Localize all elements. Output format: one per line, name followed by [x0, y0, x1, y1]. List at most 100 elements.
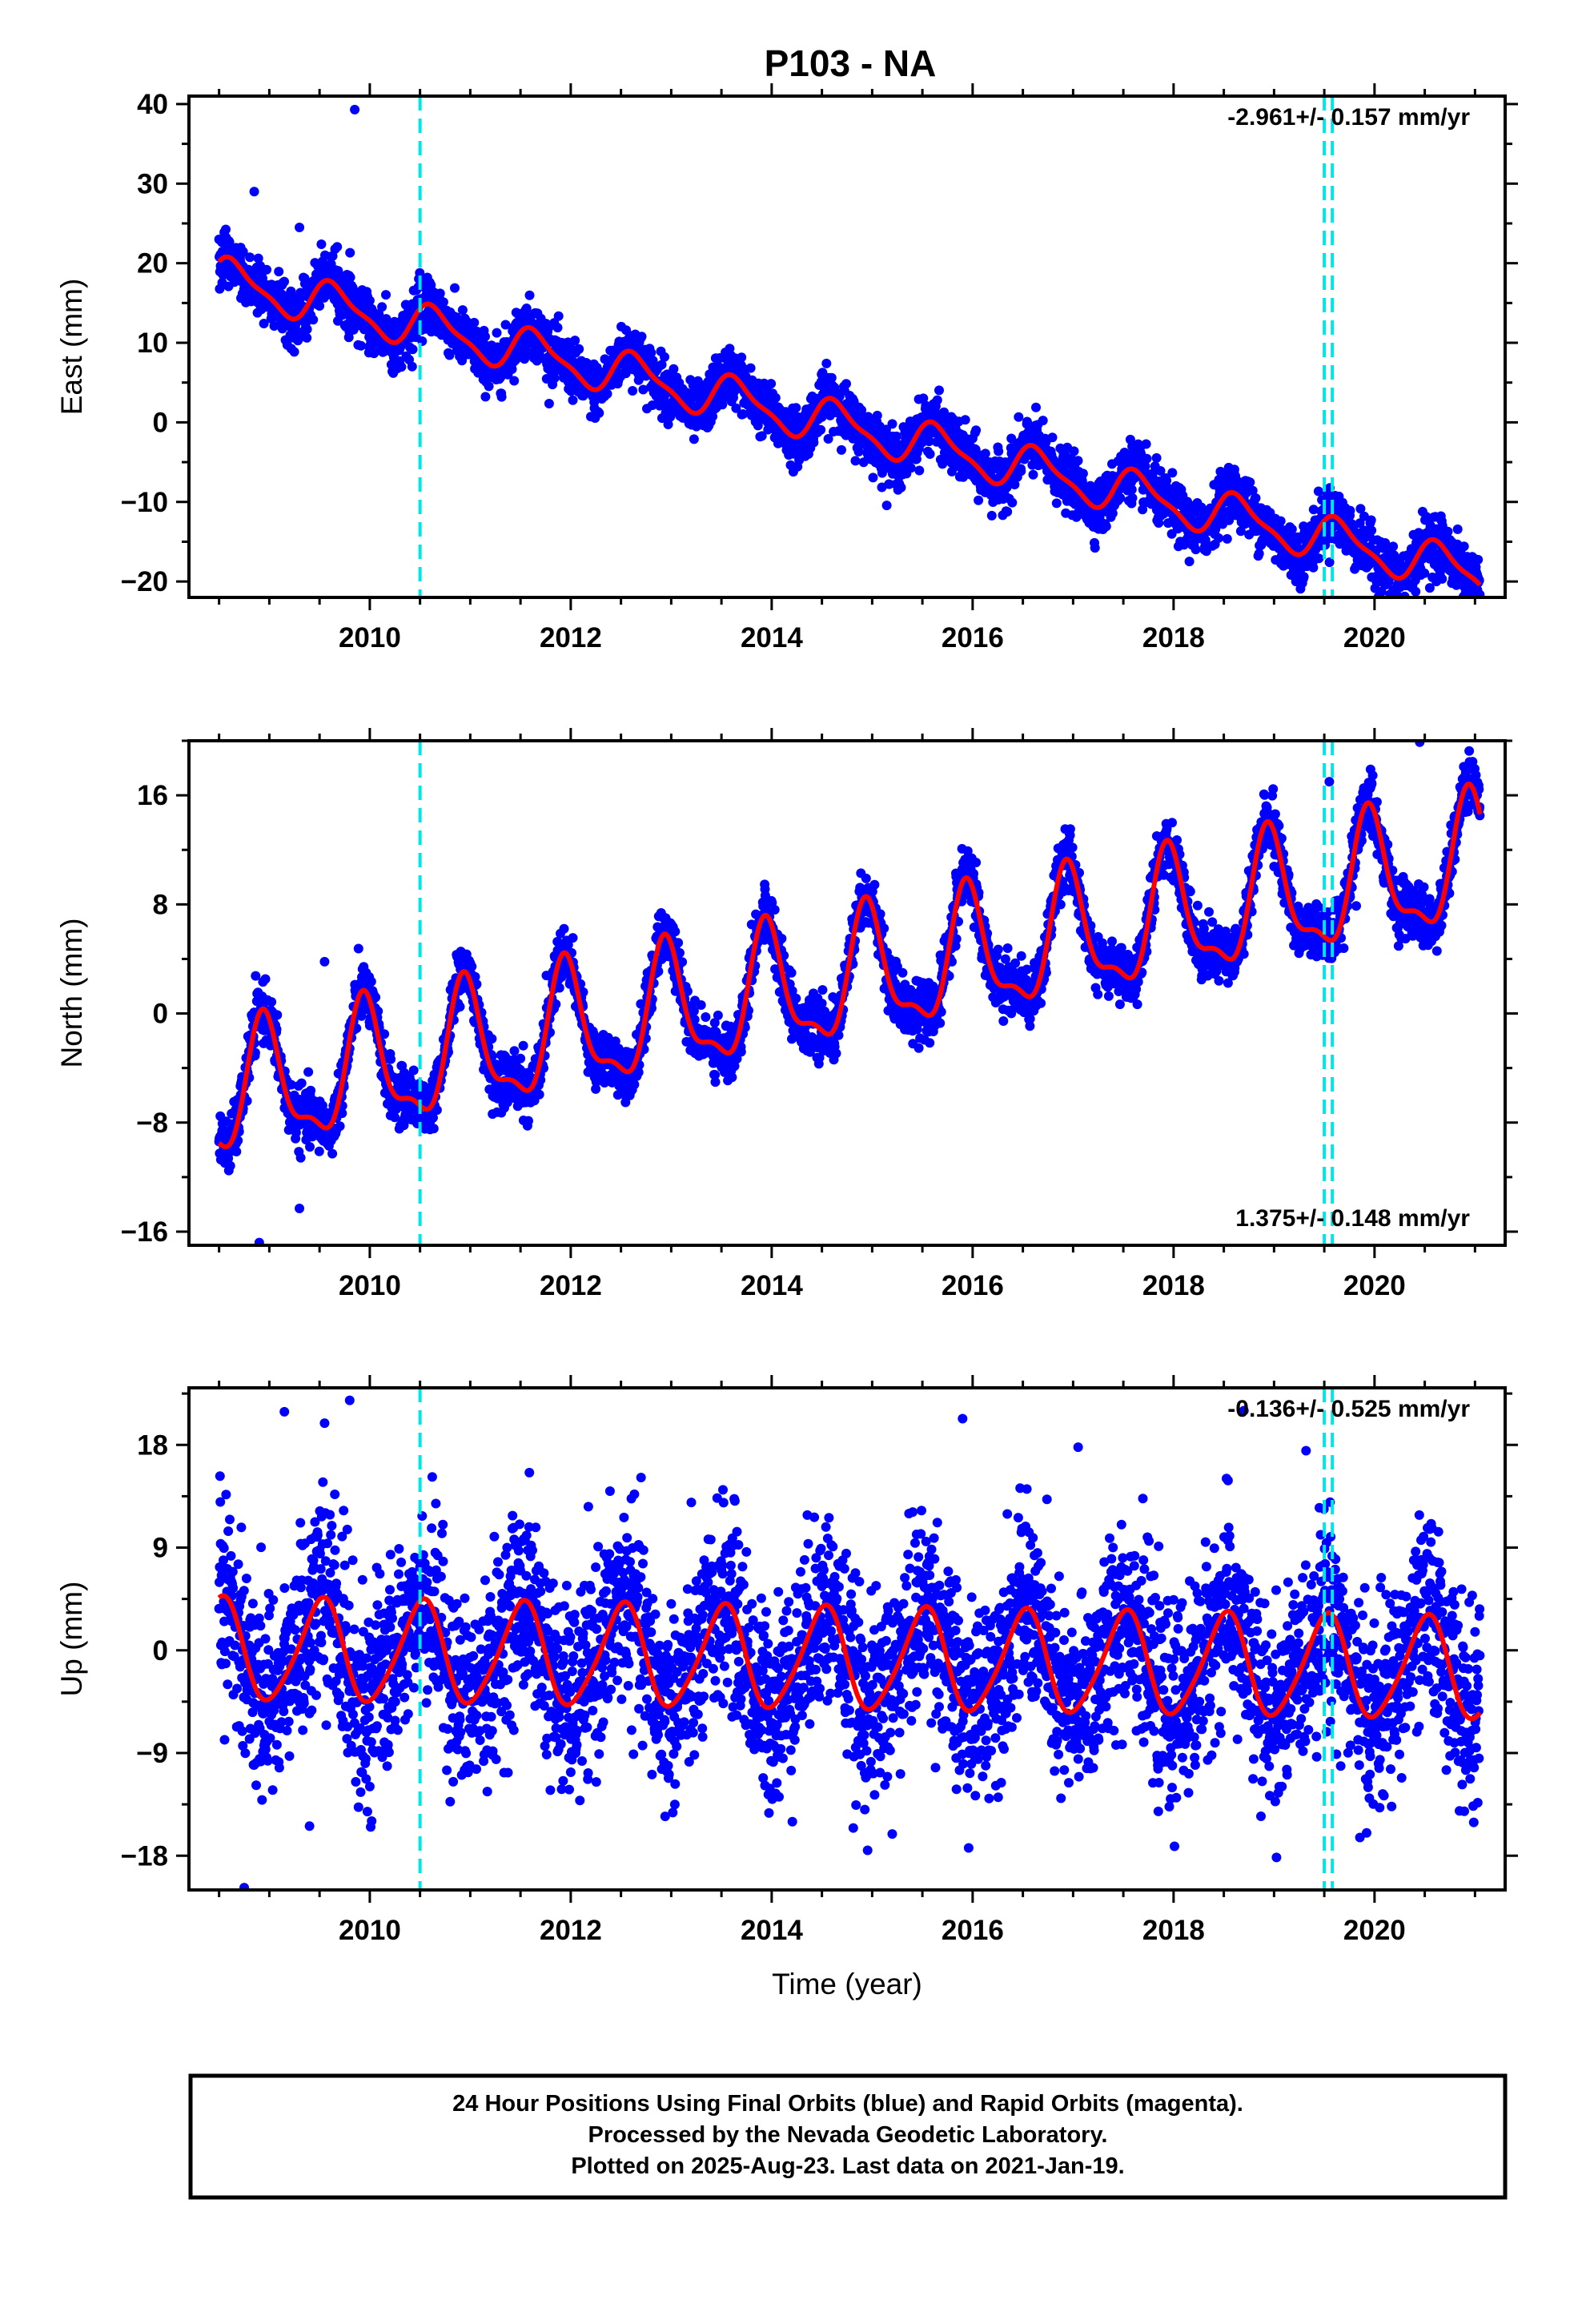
data-point [660, 352, 669, 362]
data-point [408, 1065, 419, 1076]
data-point [600, 354, 610, 364]
data-point [1437, 573, 1447, 584]
data-point [287, 293, 297, 304]
data-point [602, 388, 612, 399]
data-point [245, 252, 255, 263]
panel-east: 2010 2012 2014 2016 2018 2020403020100−10−20E… [55, 83, 1518, 653]
x-tick-label: 2012 [540, 622, 602, 653]
data-point [1275, 516, 1286, 526]
data-point [355, 340, 366, 351]
data-point [1345, 505, 1355, 516]
data-point [295, 287, 306, 298]
data-point [381, 290, 391, 300]
data-point [1473, 554, 1484, 565]
data-point [492, 328, 502, 338]
data-point [457, 305, 468, 316]
data-point [738, 409, 749, 419]
data-point [837, 444, 846, 455]
data-point [390, 1112, 400, 1123]
data-point [1419, 568, 1430, 578]
data-point [1101, 521, 1111, 532]
data-point [379, 1029, 390, 1039]
data-point [1077, 476, 1087, 486]
data-point [646, 348, 656, 358]
data-point [823, 434, 833, 444]
data-point [302, 332, 312, 343]
data-point [267, 997, 277, 1007]
data-point [1367, 525, 1377, 536]
data-point [570, 336, 580, 346]
data-point [636, 332, 647, 342]
data-point [1475, 589, 1485, 597]
data-point [552, 323, 563, 333]
data-point [337, 1108, 347, 1119]
data-point [669, 364, 679, 374]
data-point [396, 362, 407, 372]
data-point [1126, 485, 1137, 495]
data-point [480, 392, 491, 402]
data-point [891, 431, 901, 441]
data-point [770, 392, 781, 403]
plot-area [214, 741, 1485, 1245]
data-point [1154, 518, 1164, 528]
data-point [1388, 541, 1399, 552]
data-point [238, 247, 248, 257]
data-point [366, 976, 376, 987]
y-tick-label: 10 [137, 328, 168, 359]
data-point [408, 344, 418, 355]
data-point [914, 465, 925, 476]
data-point [1235, 526, 1246, 537]
data-point [850, 456, 861, 466]
data-point [1090, 543, 1100, 553]
data-point [918, 393, 929, 404]
data-point [1142, 453, 1152, 464]
data-point [251, 971, 261, 981]
data-point [1031, 402, 1041, 412]
data-point [302, 324, 312, 335]
data-point [1141, 439, 1151, 449]
data-point [438, 297, 448, 308]
data-point [1247, 485, 1258, 496]
data-point [1308, 562, 1319, 573]
data-point [1151, 452, 1162, 463]
data-point [295, 1152, 306, 1163]
data-point-outlier [295, 222, 305, 232]
data-point [1014, 412, 1024, 422]
data-point [335, 1121, 345, 1132]
data-point [974, 495, 984, 505]
y-tick-label: −20 [121, 566, 168, 597]
data-point [1010, 480, 1020, 490]
data-point [332, 242, 343, 252]
data-point [1366, 515, 1376, 525]
data-point [250, 1047, 260, 1058]
data-point [305, 1142, 315, 1152]
data-point [1007, 497, 1018, 508]
y-tick-label: 20 [137, 248, 168, 279]
data-point [872, 410, 882, 420]
data-point [1028, 469, 1038, 480]
data-point [1127, 493, 1138, 503]
x-tick-label: 2018 [1142, 622, 1205, 653]
data-point [924, 436, 934, 447]
data-point [432, 1105, 442, 1116]
data-point [386, 1054, 396, 1064]
data-point [628, 386, 638, 396]
data-point [821, 358, 832, 368]
plot-area [214, 96, 1485, 597]
data-point [369, 348, 379, 359]
data-point [1115, 493, 1126, 503]
data-point [286, 1080, 296, 1090]
data-point-outlier [435, 288, 445, 299]
data-point [1222, 533, 1232, 544]
data-point [638, 384, 648, 395]
data-point [521, 304, 532, 313]
data-point [496, 392, 507, 402]
data-point [544, 399, 554, 408]
data-point-outlier [350, 104, 360, 115]
data-point [816, 424, 826, 435]
data-point [231, 1147, 242, 1156]
model-curve [217, 254, 1482, 587]
data-point [524, 290, 535, 300]
